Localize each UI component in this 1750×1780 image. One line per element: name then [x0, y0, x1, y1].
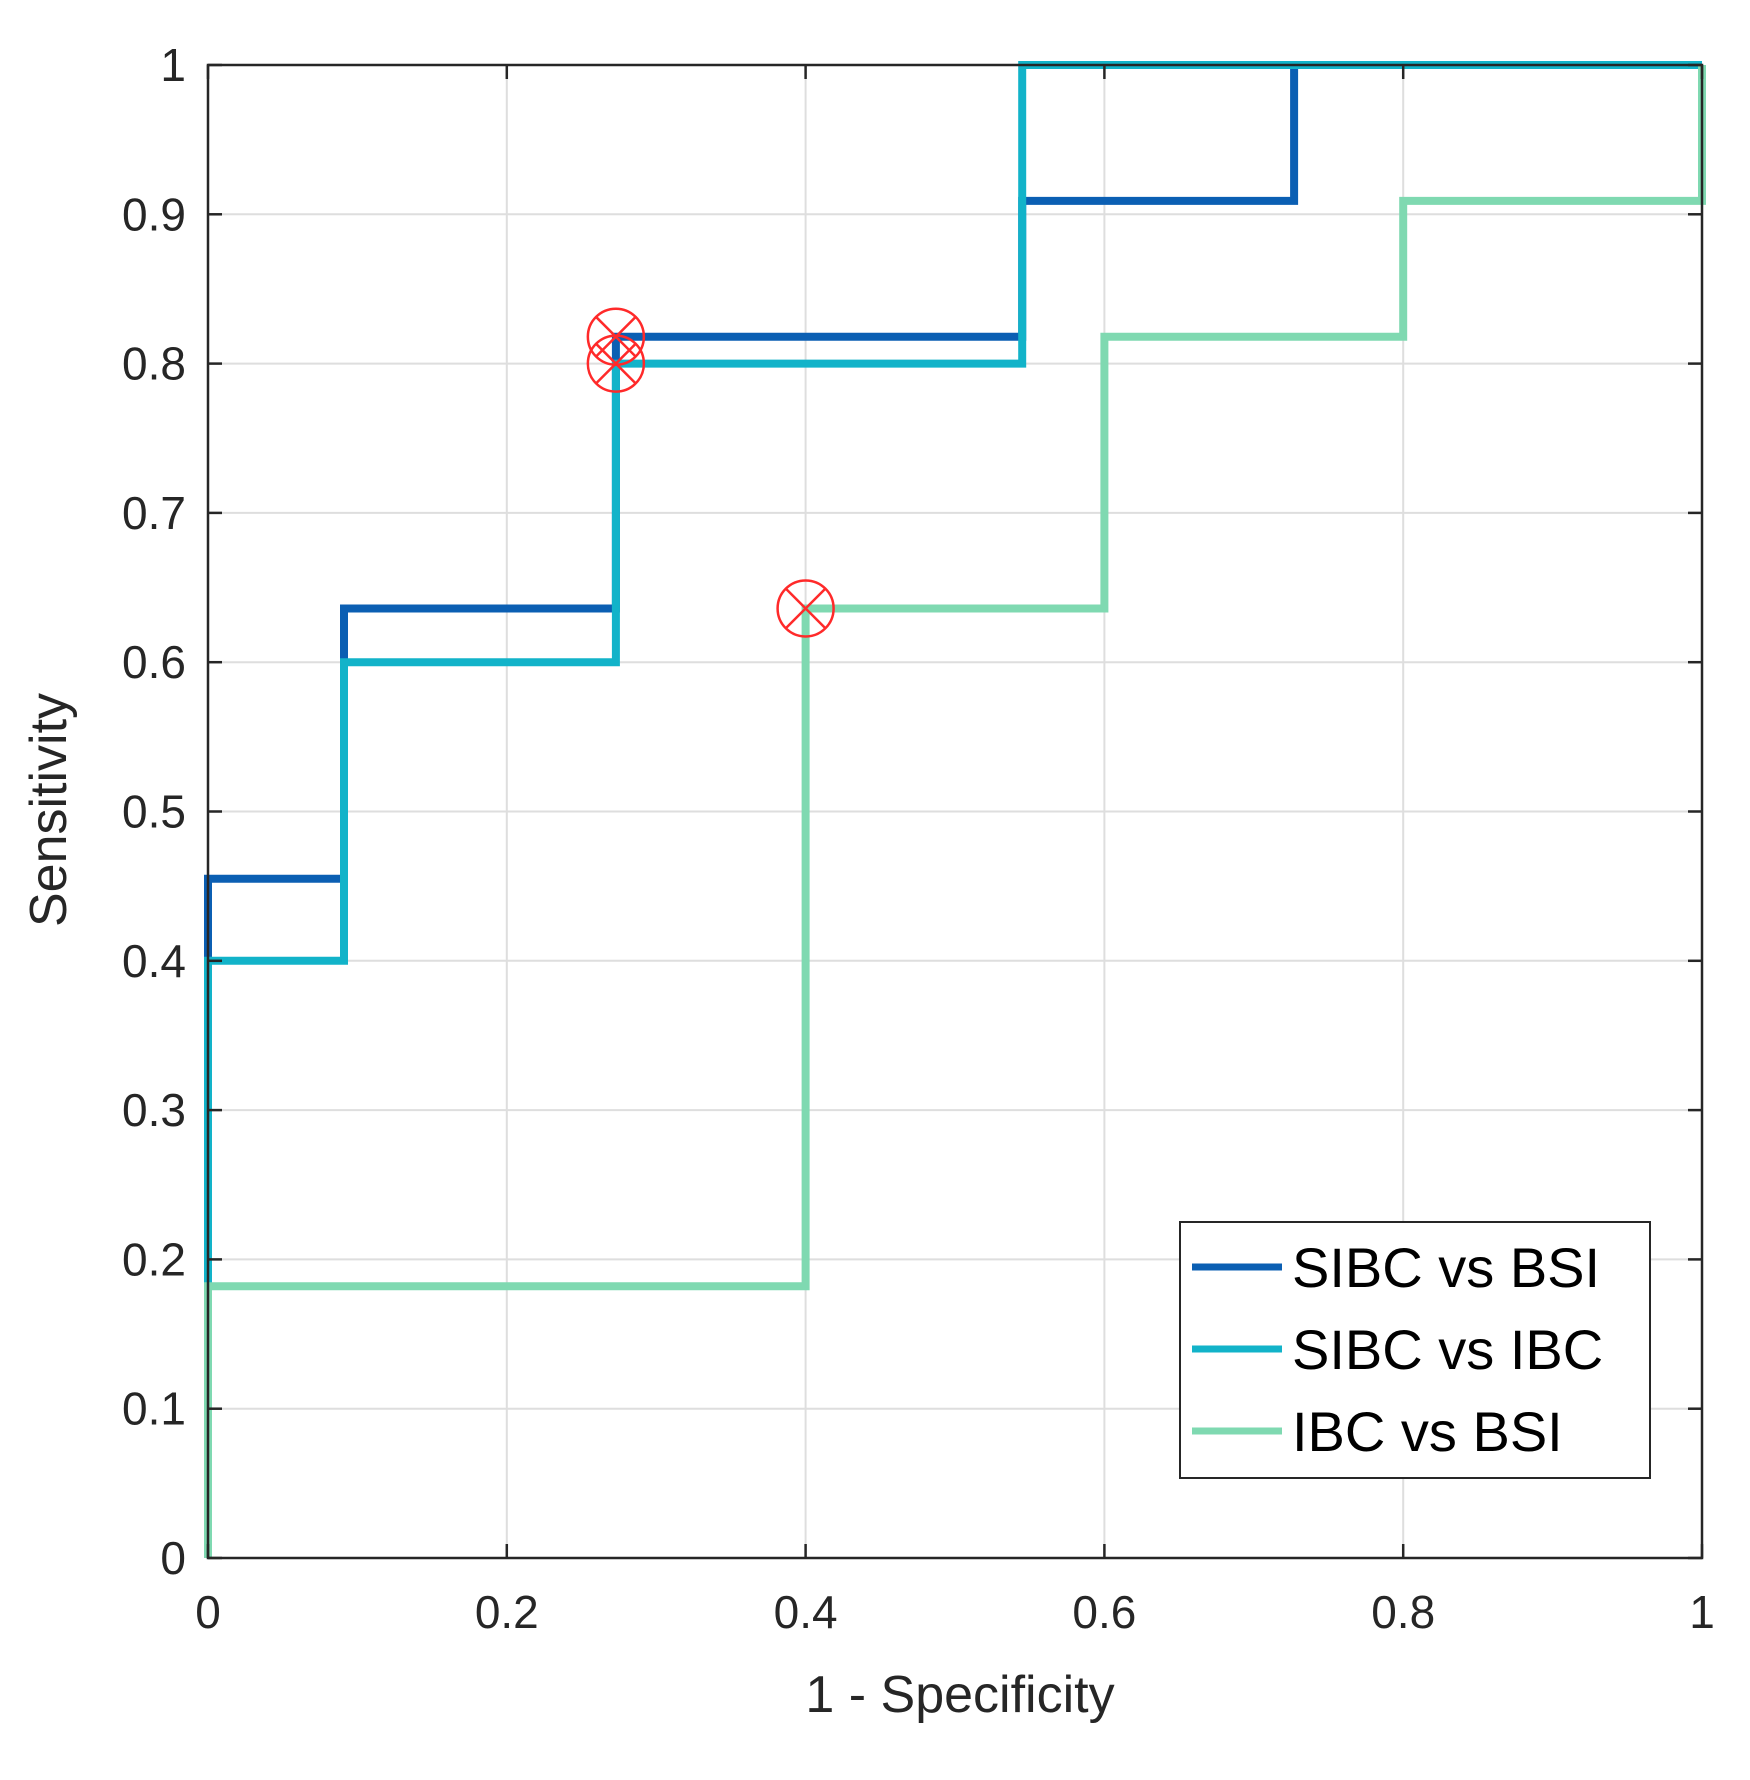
x-tick-label: 0.4 — [774, 1586, 838, 1638]
tick-labels: 0 0.2 0.4 0.6 0.8 1 0 0.1 0.2 0.3 0.4 0.5 0.6 0.7 0.8 0… — [122, 39, 1715, 1638]
x-tick-label: 0.8 — [1371, 1586, 1435, 1638]
marker-cross-b — [784, 587, 827, 630]
optimal-point-markers — [586, 307, 835, 638]
marker-circle — [776, 579, 835, 638]
x-tick-label: 0.2 — [475, 1586, 539, 1638]
y-tick-label: 0.1 — [122, 1383, 186, 1435]
y-tick-label: 1 — [160, 39, 186, 91]
marker-circle — [586, 334, 646, 393]
series-line-3 — [204, 65, 1706, 1558]
y-tick-label: 0.7 — [122, 487, 186, 539]
y-tick-label: 0.2 — [122, 1233, 186, 1285]
y-axis-label: Sensitivity — [20, 693, 78, 927]
legend-label-1: SIBC vs BSI — [1292, 1236, 1600, 1299]
legend-label-3: IBC vs BSI — [1292, 1400, 1563, 1463]
legend: SIBC vs BSI SIBC vs IBC IBC vs BSI — [1179, 1221, 1651, 1479]
y-tick-label: 0.9 — [122, 188, 186, 240]
optimal-point-marker-2 — [586, 334, 646, 393]
y-tick-label: 0.5 — [122, 786, 186, 838]
marker-cross-b — [594, 342, 637, 385]
y-tick-label: 0.3 — [122, 1084, 186, 1136]
series-line-2 — [204, 61, 1702, 1287]
optimal-point-marker-3 — [776, 579, 835, 638]
y-tick-label: 0.8 — [122, 338, 186, 390]
axes — [206, 63, 1704, 1560]
x-axis-label: 1 - Specificity — [805, 1666, 1114, 1724]
x-tick-label: 1 — [1689, 1586, 1715, 1638]
y-tick-label: 0.6 — [122, 636, 186, 688]
y-tick-label: 0.4 — [122, 935, 186, 987]
x-tick-label: 0 — [195, 1586, 221, 1638]
x-tick-label: 0.6 — [1072, 1586, 1136, 1638]
y-tick-label: 0 — [160, 1532, 186, 1584]
legend-label-2: SIBC vs IBC — [1292, 1318, 1603, 1381]
